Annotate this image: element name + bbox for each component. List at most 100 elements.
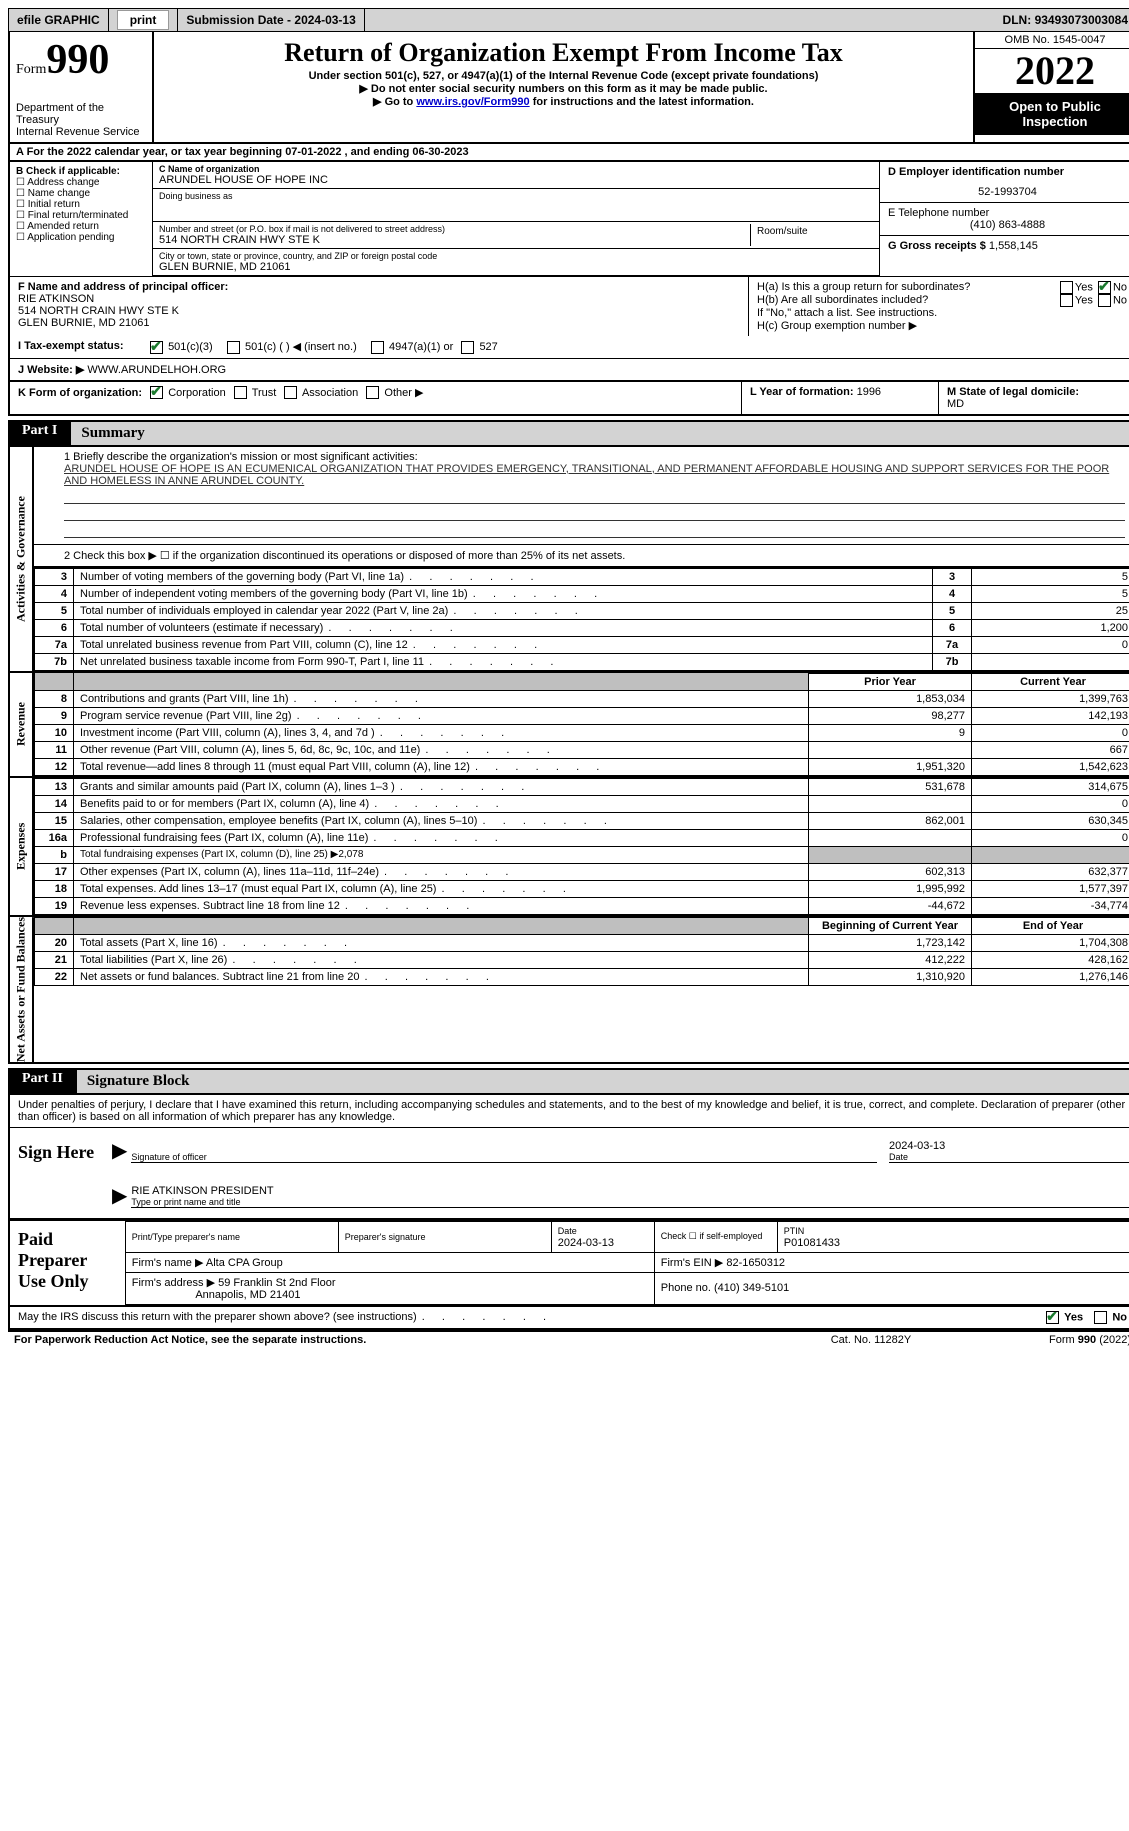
submission-date-label: Submission Date - [186, 13, 291, 27]
print-button[interactable]: print [117, 10, 170, 30]
form-title: Return of Organization Exempt From Incom… [160, 38, 967, 68]
telephone-value: (410) 863-4888 [888, 219, 1127, 231]
gross-receipts-value: 1,558,145 [989, 240, 1038, 252]
arrow-icon: ▶ [112, 1138, 127, 1163]
table-row: 8Contributions and grants (Part VIII, li… [35, 690, 1129, 707]
table-row: 12Total revenue—add lines 8 through 11 (… [35, 758, 1129, 775]
current-year-header: Current Year [972, 673, 1129, 690]
check-final-return[interactable]: ☐ Final return/terminated [16, 210, 146, 221]
revenue-header-row: Prior Year Current Year [35, 673, 1129, 690]
table-row: 16aProfessional fundraising fees (Part I… [35, 829, 1129, 846]
527-checkbox[interactable] [461, 341, 474, 354]
ptin-value: P01081433 [784, 1237, 840, 1249]
part-i-header: Part I Summary [8, 420, 1129, 447]
check-address-change[interactable]: ☐ Address change [16, 177, 146, 188]
efile-label: efile GRAPHIC [9, 9, 109, 31]
page-footer: For Paperwork Reduction Act Notice, see … [8, 1330, 1129, 1348]
paid-preparer-block: Paid Preparer Use Only Print/Type prepar… [8, 1220, 1129, 1307]
4947-checkbox[interactable] [371, 341, 384, 354]
discuss-yes-checkbox[interactable] [1046, 1311, 1059, 1324]
website-value: WWW.ARUNDELHOH.ORG [87, 364, 226, 376]
check-initial-return[interactable]: ☐ Initial return [16, 199, 146, 210]
signature-date-label: Date [889, 1152, 1129, 1162]
check-application-pending[interactable]: ☐ Application pending [16, 232, 146, 243]
discuss-no-checkbox[interactable] [1094, 1311, 1107, 1324]
trust-checkbox[interactable] [234, 386, 247, 399]
table-row: 7bNet unrelated business taxable income … [35, 653, 1129, 670]
check-amended-return[interactable]: ☐ Amended return [16, 221, 146, 232]
officer-signature-field[interactable]: Signature of officer [131, 1138, 877, 1163]
firm-phone-label: Phone no. [661, 1282, 711, 1294]
part-ii-title: Signature Block [77, 1068, 1129, 1095]
table-row: 7aTotal unrelated business revenue from … [35, 636, 1129, 653]
table-row: 20Total assets (Part X, line 16)1,723,14… [35, 934, 1129, 951]
open-to-public: Open to Public Inspection [975, 93, 1129, 135]
form-org-label: K Form of organization: [18, 387, 142, 399]
table-row: 14Benefits paid to or for members (Part … [35, 795, 1129, 812]
part-ii-tag: Part II [8, 1068, 77, 1095]
section-fh: F Name and address of principal officer:… [8, 276, 1129, 336]
self-employed-check[interactable]: Check ☐ if self-employed [654, 1221, 777, 1252]
box-b-header: B Check if applicable: [16, 166, 146, 177]
corp-checkbox[interactable] [150, 386, 163, 399]
officer-label: F Name and address of principal officer: [18, 281, 740, 293]
vtab-net-assets: Net Assets or Fund Balances [10, 917, 34, 1062]
row-a-calendar-year: A For the 2022 calendar year, or tax yea… [8, 144, 1129, 162]
gross-receipts-label: G Gross receipts $ [888, 240, 986, 252]
hb-label: H(b) Are all subordinates included? [757, 294, 928, 307]
hb-yes-checkbox[interactable] [1060, 294, 1073, 307]
form-subtitle-1: Under section 501(c), 527, or 4947(a)(1)… [160, 70, 967, 82]
501c3-checkbox[interactable] [150, 341, 163, 354]
dln-value: 93493073003084 [1035, 13, 1128, 27]
table-row: 19Revenue less expenses. Subtract line 1… [35, 897, 1129, 914]
state-domicile-value: MD [947, 398, 964, 410]
revenue-block: Revenue Prior Year Current Year 8Contrib… [8, 673, 1129, 778]
firm-addr2: Annapolis, MD 21401 [195, 1289, 300, 1301]
boy-header: Beginning of Current Year [809, 917, 972, 934]
city-label: City or town, state or province, country… [159, 251, 873, 261]
table-row: 5Total number of individuals employed in… [35, 602, 1129, 619]
preparer-name-label: Print/Type preparer's name [132, 1232, 332, 1242]
form-subtitle-2: ▶ Do not enter social security numbers o… [160, 82, 967, 95]
tax-exempt-label: I Tax-exempt status: [18, 340, 148, 354]
firm-name-label: Firm's name ▶ [132, 1257, 204, 1269]
ha-yes-checkbox[interactable] [1060, 281, 1073, 294]
501c-checkbox[interactable] [227, 341, 240, 354]
table-row: 17Other expenses (Part IX, column (A), l… [35, 863, 1129, 880]
firm-ein-label: Firm's EIN ▶ [661, 1257, 724, 1269]
check-name-change[interactable]: ☐ Name change [16, 188, 146, 199]
goto-prefix: ▶ Go to [373, 96, 416, 108]
prior-year-header: Prior Year [809, 673, 972, 690]
irs-link[interactable]: www.irs.gov/Form990 [416, 96, 529, 108]
ha-no-checkbox[interactable] [1098, 281, 1111, 294]
org-name-label: C Name of organization [159, 164, 873, 174]
table-row: 11Other revenue (Part VIII, column (A), … [35, 741, 1129, 758]
telephone-label: E Telephone number [888, 207, 1127, 219]
row-j-website: J Website: ▶ WWW.ARUNDELHOH.ORG [8, 359, 1129, 382]
firm-name-value: Alta CPA Group [206, 1257, 283, 1269]
goto-suffix: for instructions and the latest informat… [530, 96, 754, 108]
part-ii-header: Part II Signature Block [8, 1068, 1129, 1095]
preparer-sig-label: Preparer's signature [345, 1232, 545, 1242]
part-i-tag: Part I [8, 420, 71, 447]
dept-treasury: Department of the Treasury Internal Reve… [16, 102, 146, 138]
mission-blank-1 [64, 489, 1125, 504]
other-checkbox[interactable] [366, 386, 379, 399]
net-assets-table: Beginning of Current Year End of Year 20… [34, 917, 1129, 986]
ha-label: H(a) Is this a group return for subordin… [757, 281, 970, 294]
street-label: Number and street (or P.O. box if mail i… [159, 224, 750, 234]
table-row: 15Salaries, other compensation, employee… [35, 812, 1129, 829]
row-klm: K Form of organization: Corporation Trus… [8, 382, 1129, 416]
hb-no-checkbox[interactable] [1098, 294, 1111, 307]
table-row: 6Total number of volunteers (estimate if… [35, 619, 1129, 636]
preparer-date-label: Date [558, 1226, 577, 1236]
dba-label: Doing business as [159, 191, 873, 201]
table-row: 21Total liabilities (Part X, line 26)412… [35, 951, 1129, 968]
pra-notice: For Paperwork Reduction Act Notice, see … [14, 1334, 771, 1346]
form-word: Form [16, 62, 46, 77]
mission-text: ARUNDEL HOUSE OF HOPE IS AN ECUMENICAL O… [64, 463, 1125, 487]
table-row: 9Program service revenue (Part VIII, lin… [35, 707, 1129, 724]
mission-blank-3 [64, 523, 1125, 538]
assoc-checkbox[interactable] [284, 386, 297, 399]
table-row: 13Grants and similar amounts paid (Part … [35, 778, 1129, 795]
